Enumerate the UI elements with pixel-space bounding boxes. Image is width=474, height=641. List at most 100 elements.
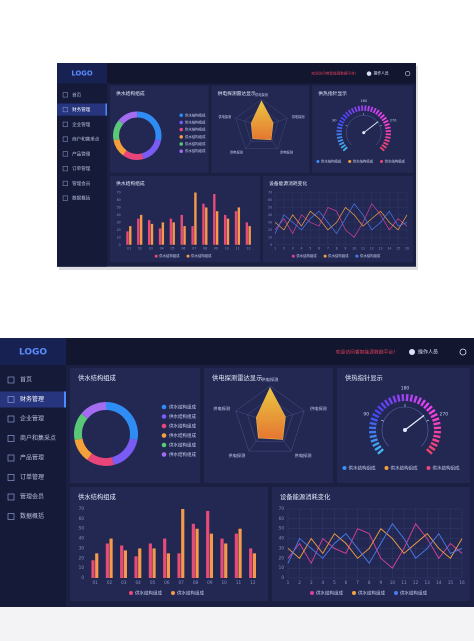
user-name[interactable]: 操作人员 — [418, 349, 438, 356]
menu-icon — [62, 136, 68, 142]
legend-label: 供水结构组成 — [328, 253, 349, 258]
legend-dot — [154, 254, 158, 258]
x-tick-label: 03 — [149, 247, 153, 251]
dashboard: LOGO 欢迎访问睿智能源数据平台！ 操作人员首页财务管理企业管理商户和集采点产品管… — [0, 338, 474, 607]
gauge-tick — [345, 124, 348, 127]
gauge-scale — [350, 107, 355, 114]
bar — [191, 226, 194, 245]
menu-icon — [62, 121, 68, 127]
bar — [245, 222, 249, 245]
menu-item[interactable]: 管理会员 — [72, 180, 91, 187]
x-tick-label: 12 — [413, 580, 419, 585]
bar — [205, 207, 208, 245]
gauge-scale — [374, 409, 382, 415]
power-icon[interactable] — [459, 348, 467, 356]
legend-dot — [161, 423, 167, 429]
x-tick-label: 12 — [370, 247, 374, 251]
panel-title: 供水结构组成 — [78, 373, 116, 382]
legend-label: 供水结构组成 — [135, 590, 162, 597]
x-tick-label: 7 — [356, 580, 359, 585]
legend-dot — [179, 113, 183, 118]
menu-item[interactable]: 企业管理 — [72, 121, 91, 128]
x-tick-label: 4 — [300, 247, 302, 251]
x-tick-label: 14 — [436, 580, 442, 585]
x-tick-label: 02 — [107, 580, 113, 585]
gauge-scale — [430, 413, 438, 419]
bar — [138, 548, 142, 578]
y-tick-label: 40 — [268, 213, 272, 217]
panel — [337, 368, 470, 483]
x-tick-label: 01 — [127, 247, 131, 251]
gauge-scale — [430, 441, 438, 447]
user-icon — [409, 349, 415, 355]
panel — [272, 487, 470, 601]
menu-item[interactable]: 首页 — [72, 91, 82, 98]
gauge-scale — [432, 417, 440, 422]
gauge-scale — [433, 421, 441, 426]
y-tick-label: 10 — [117, 235, 121, 239]
bar — [238, 528, 242, 578]
legend-label: 供水结构组成 — [385, 158, 406, 163]
gauge-scale — [388, 397, 394, 405]
menu-item[interactable]: 商户和集采点 — [20, 434, 56, 442]
bar — [206, 510, 210, 578]
menu-item[interactable]: 企业管理 — [20, 415, 44, 423]
x-tick-label: 04 — [160, 247, 164, 251]
gauge-needle — [404, 414, 425, 431]
menu-item[interactable]: 产品管理 — [20, 454, 44, 462]
menu-item[interactable]: 首页 — [20, 376, 32, 384]
gauge-scale — [433, 434, 441, 439]
gauge-scale — [345, 111, 350, 117]
gauge-scale — [381, 116, 387, 122]
menu-item[interactable]: 财务管理 — [72, 106, 91, 113]
gauge-tick-label: 90 — [363, 411, 369, 417]
menu-item[interactable]: 财务管理 — [20, 395, 44, 403]
line-series — [274, 203, 408, 235]
bar — [166, 553, 171, 578]
legend-dot — [179, 142, 183, 146]
power-icon[interactable] — [405, 71, 411, 77]
panel-title: 供水结构组成 — [116, 180, 145, 187]
y-tick-label: 20 — [79, 555, 85, 560]
x-tick-label: 05 — [170, 247, 174, 251]
bar — [224, 543, 228, 578]
donut-segment — [113, 138, 127, 156]
legend-dot — [426, 466, 431, 470]
user-name[interactable]: 操作人员 — [374, 71, 389, 76]
y-tick-label: 10 — [279, 565, 285, 570]
bar — [123, 550, 128, 578]
y-tick-label: 40 — [117, 213, 121, 217]
menu-item[interactable]: 产品管理 — [72, 150, 91, 157]
x-tick-label: 13 — [425, 580, 431, 585]
menu-item[interactable]: 数据概括 — [72, 195, 91, 202]
x-tick-label: 15 — [396, 247, 400, 251]
menu-active-bg — [57, 103, 107, 116]
radar-grid — [235, 385, 305, 452]
radar-area — [250, 100, 274, 141]
menu-item[interactable]: 商户和集采点 — [72, 136, 100, 143]
gauge-tick — [426, 419, 430, 422]
radar-grid — [244, 108, 279, 142]
menu-item[interactable]: 管理会员 — [20, 493, 44, 501]
y-tick-label: 30 — [117, 220, 121, 224]
y-tick-label: 20 — [117, 228, 121, 232]
bar — [234, 533, 238, 578]
menu-item[interactable]: 订单管理 — [20, 473, 44, 481]
y-tick-label: 60 — [268, 198, 272, 202]
gauge-scale — [372, 441, 380, 447]
x-tick-label: 10 — [221, 580, 227, 585]
menu-icon — [7, 454, 15, 462]
menu-item[interactable]: 订单管理 — [72, 165, 91, 172]
x-tick-label: 16 — [405, 247, 409, 251]
menu-item[interactable]: 数据概括 — [20, 512, 44, 520]
radar-label: 供电探测 — [310, 405, 327, 412]
legend-label: 供水结构组成 — [185, 127, 206, 132]
x-tick-label: 4 — [321, 580, 324, 585]
gauge-scale — [384, 123, 390, 127]
legend-dot — [316, 159, 320, 163]
bar — [195, 528, 199, 578]
gauge-scale — [428, 445, 436, 451]
legend-label: 供水结构组成 — [349, 465, 376, 472]
x-tick-label: 11 — [236, 247, 240, 251]
